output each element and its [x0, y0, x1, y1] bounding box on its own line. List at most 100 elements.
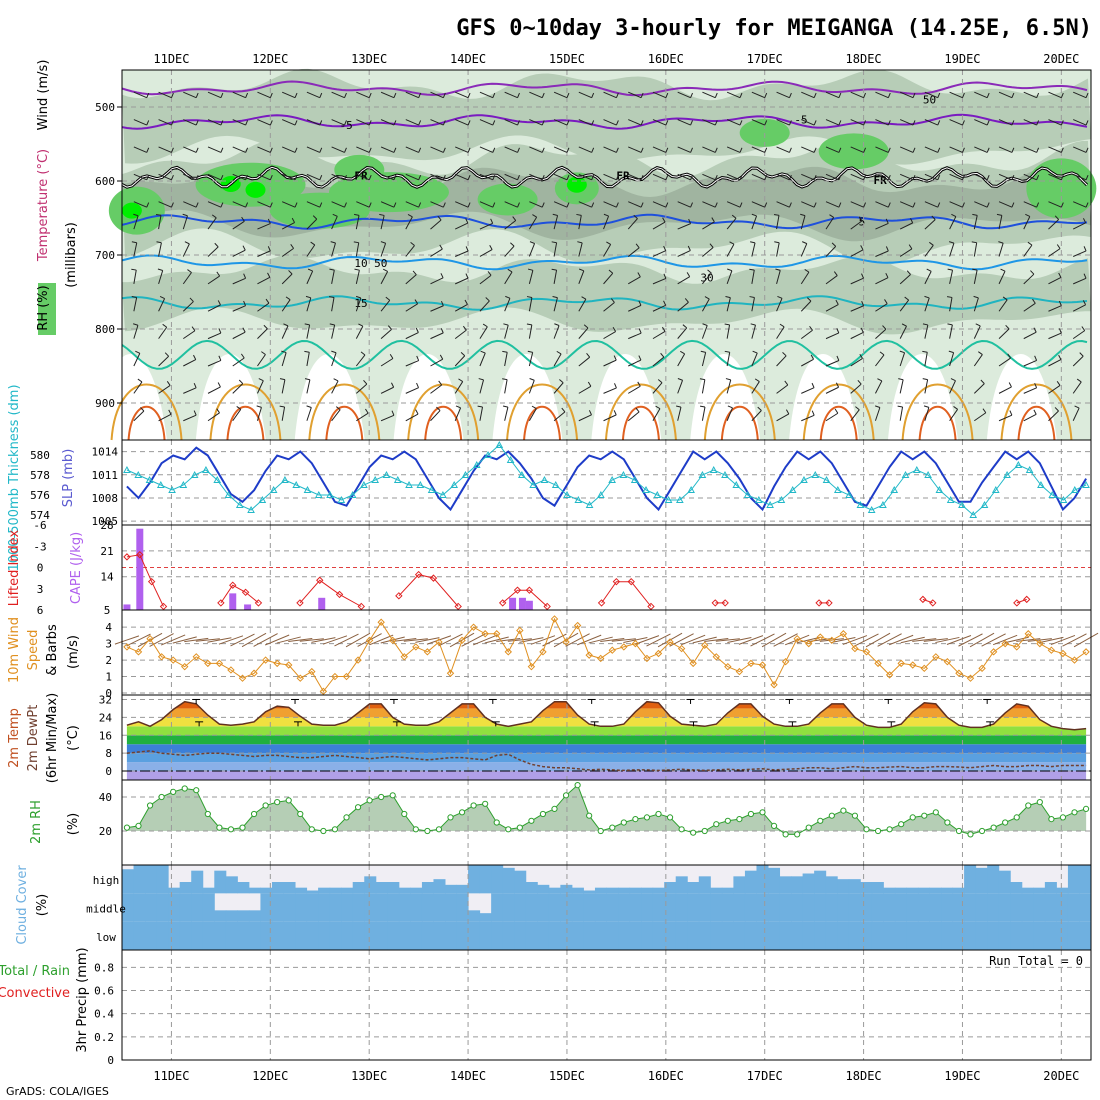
- wind-barb: [257, 91, 271, 99]
- wind-barb: [183, 201, 197, 208]
- wind-speed-marker: [469, 623, 478, 631]
- rh-marker: [817, 817, 824, 824]
- cloud-low-bar: [502, 921, 515, 950]
- wind-barb: [479, 222, 493, 230]
- wind-barb: [701, 379, 706, 394]
- lifted-index-marker: [711, 599, 719, 607]
- wind-barb: [356, 412, 369, 422]
- wind-barb: [1023, 216, 1031, 230]
- thickness-marker: [326, 490, 334, 498]
- rh-marker: [204, 810, 211, 818]
- cloud-high-bar: [606, 887, 619, 894]
- wind-barb: [1048, 385, 1061, 394]
- wind-barb-flag: [265, 298, 270, 304]
- wind-barb-10m: [704, 638, 729, 642]
- cloud-low-bar: [179, 921, 192, 950]
- wind-barb: [455, 146, 469, 153]
- wind-barb: [454, 329, 467, 340]
- wind-barb-flag: [665, 174, 669, 180]
- wind-barb-10m: [900, 636, 925, 644]
- cloud-middle-bar: [421, 893, 434, 922]
- wind-barb-flag: [971, 241, 977, 244]
- wind-speed-marker: [955, 669, 963, 677]
- wind-barb: [973, 383, 985, 394]
- wind-barb-flag: [502, 378, 508, 381]
- wind-barb: [652, 382, 663, 394]
- wind-barb-flag: [615, 174, 619, 180]
- wind-barb-flag: [541, 202, 545, 208]
- wind-barb-flag: [725, 295, 731, 299]
- wind-barb: [628, 201, 642, 208]
- wind-barb: [479, 406, 483, 421]
- wind-barb: [652, 221, 666, 230]
- wind-barb-flag: [962, 147, 965, 153]
- wind-barb-flag: [365, 408, 369, 414]
- cloud-high-bar: [271, 882, 284, 894]
- wind-barb-flag: [804, 268, 810, 273]
- thickness-marker: [811, 470, 820, 478]
- wind-barb-flag: [586, 352, 591, 358]
- wind-barb-flag: [1056, 244, 1061, 249]
- cloud-middle-bar: [491, 893, 504, 922]
- wind-barb: [553, 215, 559, 230]
- lifted-index-marker: [136, 551, 144, 559]
- wind-barb: [751, 173, 765, 181]
- wind-barb: [553, 411, 566, 422]
- wind-speed-marker: [816, 633, 824, 641]
- cloud-high-bar: [998, 870, 1011, 894]
- wind-speed-marker: [989, 648, 998, 656]
- temperature-line: [126, 700, 1087, 731]
- wind-barb-flag: [1032, 298, 1036, 304]
- minmax-axis-label: (6hr Min/Max): [45, 693, 60, 783]
- isotherm-30: [424, 405, 463, 441]
- wind-barb: [504, 201, 518, 208]
- cloud-high-bar: [468, 865, 481, 894]
- wind-barb: [974, 146, 988, 153]
- wind-speed-marker: [204, 659, 212, 668]
- wind-barb: [356, 383, 368, 394]
- cloud-low-bar: [168, 921, 181, 950]
- wind-speed-marker: [874, 659, 882, 668]
- cloud-level-label: low: [96, 931, 116, 944]
- wind-barb-flag: [566, 202, 570, 208]
- slp-tick-label: 1005: [92, 515, 119, 528]
- wind-barb-flag: [218, 355, 222, 361]
- wind-barb-flag: [1085, 120, 1089, 126]
- wind-barb: [578, 270, 585, 285]
- thickness-marker: [416, 480, 425, 488]
- lifted-tick-label: 0: [37, 562, 44, 575]
- wind-barb-flag: [811, 382, 815, 388]
- cloud-middle-bar: [606, 893, 619, 922]
- cloud-high-bar: [571, 887, 584, 894]
- cloud-middle-bar: [929, 893, 942, 922]
- wind-barb: [182, 243, 190, 257]
- wind-barb-flag: [412, 270, 417, 275]
- wind-speed-marker: [157, 653, 166, 661]
- wind-barb: [776, 355, 787, 367]
- wind-barb-flag: [331, 350, 337, 354]
- wind-barb: [652, 201, 667, 208]
- wind-barb: [232, 146, 246, 153]
- dewpoint-line: [126, 750, 1087, 772]
- cloud-low-bar: [260, 921, 273, 950]
- wind-speed-marker: [643, 654, 651, 663]
- wind-barb: [1023, 173, 1037, 181]
- cloud-high-bar: [629, 887, 642, 894]
- cape-tick-label: 28: [100, 519, 113, 532]
- lifted-index-marker: [513, 586, 522, 594]
- wind-barb-flag: [492, 174, 496, 180]
- wind-barb-flag: [465, 246, 469, 252]
- wind-barb-flag: [640, 202, 644, 208]
- temp-band: [126, 735, 1087, 745]
- wind-barb-10m: [657, 632, 683, 648]
- wind-barb: [455, 201, 469, 208]
- wind-barb: [998, 173, 1013, 181]
- thickness-marker: [867, 505, 876, 513]
- wind-barb: [726, 173, 741, 181]
- wind-barb-flag: [899, 350, 905, 354]
- wind-barb: [578, 298, 587, 312]
- wind-barb: [974, 91, 988, 99]
- isotherm-30: [819, 405, 858, 441]
- wind-barb-flag: [972, 268, 978, 271]
- cloud-middle-bar: [594, 893, 607, 922]
